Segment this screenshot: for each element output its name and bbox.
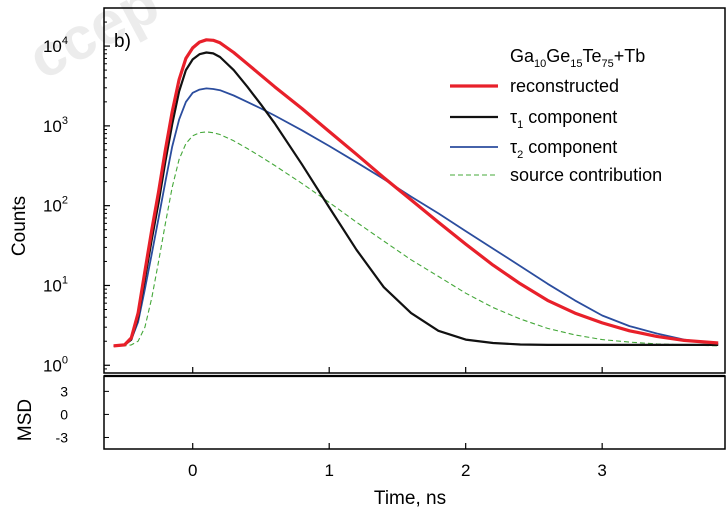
residual-y-axis-title: MSD bbox=[15, 399, 36, 441]
watermark: ccep bbox=[17, 0, 169, 92]
residual-tick-label-0: 3 bbox=[60, 383, 68, 399]
y-axis-title: Counts bbox=[9, 196, 30, 256]
x-tick-label-3: 3 bbox=[597, 461, 606, 480]
residual-plot-frame bbox=[103, 375, 726, 450]
series-line-1 bbox=[113, 51, 719, 347]
legend-label-0: reconstructed bbox=[510, 76, 619, 96]
series-line-0 bbox=[113, 38, 719, 348]
x-tick-label-0: 0 bbox=[188, 461, 197, 480]
series-layer bbox=[113, 38, 719, 348]
y-tick-label-0: 100 bbox=[43, 354, 68, 375]
legend-label-2: τ2 component bbox=[510, 137, 617, 161]
y-tick-label-1: 101 bbox=[43, 274, 68, 295]
svg-text:ccep: ccep bbox=[17, 0, 169, 92]
y-tick-label-3: 103 bbox=[43, 115, 68, 136]
ticks-layer: 0 1 2 3 100 101 102 103 104 3 0 -3 bbox=[43, 7, 607, 480]
legend-label-1: τ1 component bbox=[510, 107, 617, 131]
legend-title: Ga10Ge15Te75+Tb bbox=[510, 46, 645, 70]
legend-label-3: source contribution bbox=[510, 165, 662, 185]
x-axis-title: Time, ns bbox=[374, 488, 446, 509]
y-tick-label-4: 104 bbox=[43, 35, 68, 56]
panel-label: b) bbox=[114, 31, 131, 52]
series-line-2 bbox=[113, 87, 719, 347]
plot-frames bbox=[103, 7, 726, 450]
series-line-3 bbox=[113, 131, 719, 347]
residual-tick-label-2: -3 bbox=[56, 429, 69, 445]
legend: Ga10Ge15Te75+Tb reconstructed τ1 component… bbox=[450, 46, 662, 185]
x-tick-label-1: 1 bbox=[324, 461, 333, 480]
main-plot-frame bbox=[103, 7, 726, 374]
x-tick-label-2: 2 bbox=[461, 461, 470, 480]
y-tick-label-2: 102 bbox=[43, 195, 68, 216]
residual-tick-label-1: 0 bbox=[60, 406, 68, 422]
